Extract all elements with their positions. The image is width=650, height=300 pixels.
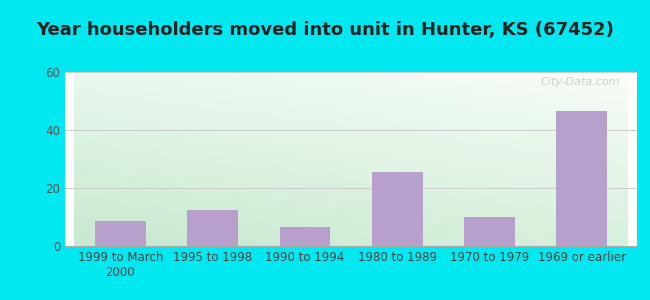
Text: Year householders moved into unit in Hunter, KS (67452): Year householders moved into unit in Hun… bbox=[36, 21, 614, 39]
Bar bbox=[556, 111, 607, 246]
Bar bbox=[187, 210, 238, 246]
Bar bbox=[280, 227, 330, 246]
Bar bbox=[464, 217, 515, 246]
Bar bbox=[372, 172, 422, 246]
Bar bbox=[95, 221, 146, 246]
Text: City-Data.com: City-Data.com bbox=[540, 77, 620, 87]
